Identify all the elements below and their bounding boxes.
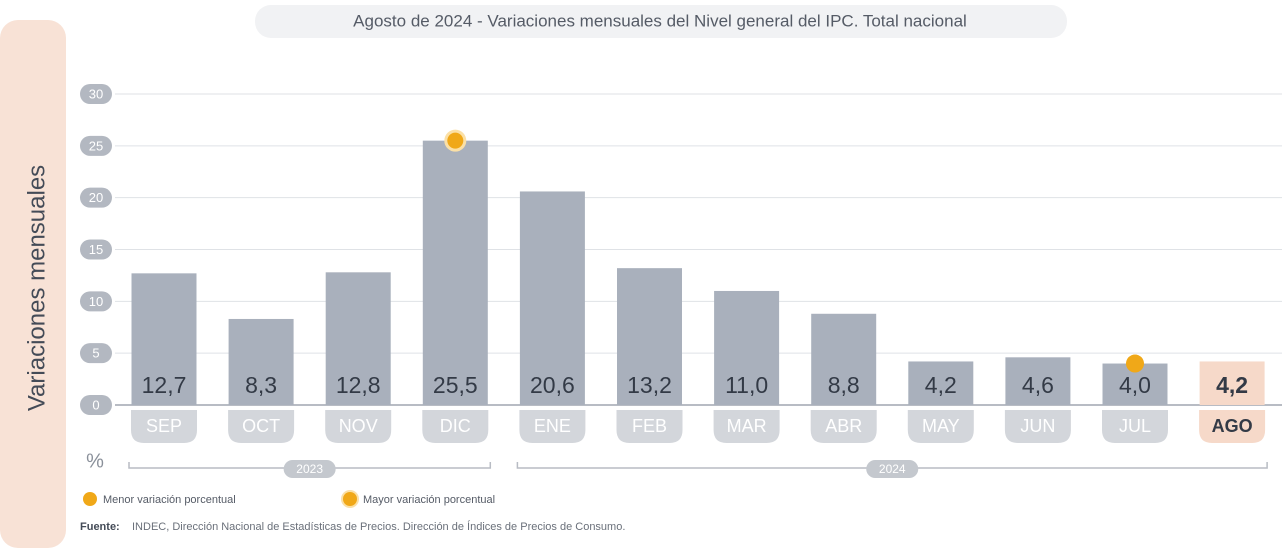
category-pill (519, 410, 586, 443)
category-pill (131, 410, 197, 443)
y-tick-pill (80, 84, 112, 104)
y-tick-pill (80, 343, 112, 364)
y-tick-label: 0 (92, 397, 99, 412)
y-axis-label: Variaciones mensuales (23, 165, 50, 411)
value-label: 4,0 (1119, 372, 1151, 398)
category-pill (616, 410, 683, 443)
category-pill (1199, 410, 1266, 443)
y-tick-pill (80, 187, 112, 208)
bar (519, 191, 585, 405)
legend-label: Menor variación porcentual (103, 494, 236, 506)
value-label: 8,8 (828, 372, 860, 398)
bar (228, 318, 294, 405)
category-pill (1004, 410, 1071, 443)
group-label: 2023 (296, 462, 323, 476)
y-tick-label: 25 (89, 138, 103, 153)
x-tick-label: AGO (1212, 416, 1253, 436)
x-tick-label: NOV (339, 416, 378, 436)
value-label: 4,2 (925, 372, 957, 398)
x-tick-label: ENE (534, 416, 571, 436)
bar (714, 290, 780, 405)
value-label: 13,2 (627, 372, 672, 398)
x-tick-label: SEP (146, 416, 182, 436)
category-pill (422, 410, 489, 443)
side-band (0, 20, 66, 548)
x-tick-label: MAR (727, 416, 767, 436)
category-pill (1102, 410, 1168, 443)
y-tick-pill (80, 395, 112, 415)
title-background (255, 5, 1067, 38)
y-tick-pill (80, 291, 112, 312)
y-tick-pill (80, 239, 112, 260)
x-tick-label: MAY (922, 416, 960, 436)
source-text: INDEC, Dirección Nacional de Estadística… (132, 520, 625, 533)
bar (811, 313, 877, 405)
bar (617, 268, 682, 405)
value-label: 25,5 (433, 372, 478, 398)
value-label: 8,3 (245, 372, 277, 398)
category-pill (810, 410, 877, 443)
legend-marker (83, 492, 97, 506)
x-tick-label: JUN (1020, 416, 1055, 436)
y-tick-label: 20 (89, 190, 103, 205)
x-tick-label: FEB (632, 416, 667, 436)
value-label: 12,7 (142, 372, 187, 398)
category-pill (907, 410, 974, 443)
x-tick-label: JUL (1119, 416, 1151, 436)
x-tick-label: DIC (440, 416, 471, 436)
unit-label: % (86, 450, 104, 472)
bar (908, 361, 974, 405)
bar (131, 273, 197, 405)
marker (447, 132, 464, 149)
y-tick-label: 15 (89, 242, 103, 257)
value-label: 20,6 (530, 372, 575, 398)
category-pill (325, 410, 392, 443)
marker (1126, 354, 1144, 373)
value-label: 12,8 (336, 372, 381, 398)
value-label: 4,2 (1216, 372, 1248, 398)
x-tick-label: ABR (825, 416, 862, 436)
group-pill (283, 460, 336, 478)
legend-label: Mayor variación porcentual (363, 494, 495, 506)
bar (1199, 361, 1265, 405)
value-label: 4,6 (1022, 372, 1054, 398)
bar (325, 272, 391, 405)
group-pill (866, 460, 919, 478)
y-tick-label: 5 (92, 346, 99, 361)
legend-marker (343, 492, 357, 506)
chart-title: Agosto de 2024 - Variaciones mensuales d… (353, 11, 967, 30)
source-label: Fuente: (80, 521, 120, 533)
category-pill (228, 410, 295, 443)
y-tick-label: 10 (89, 294, 103, 309)
bar (422, 140, 488, 405)
group-label: 2024 (879, 462, 906, 476)
bar (1005, 357, 1071, 405)
x-tick-label: OCT (242, 416, 280, 436)
category-pill (713, 410, 780, 443)
value-label: 11,0 (725, 372, 768, 398)
y-tick-label: 30 (89, 86, 103, 101)
y-tick-pill (80, 135, 112, 156)
